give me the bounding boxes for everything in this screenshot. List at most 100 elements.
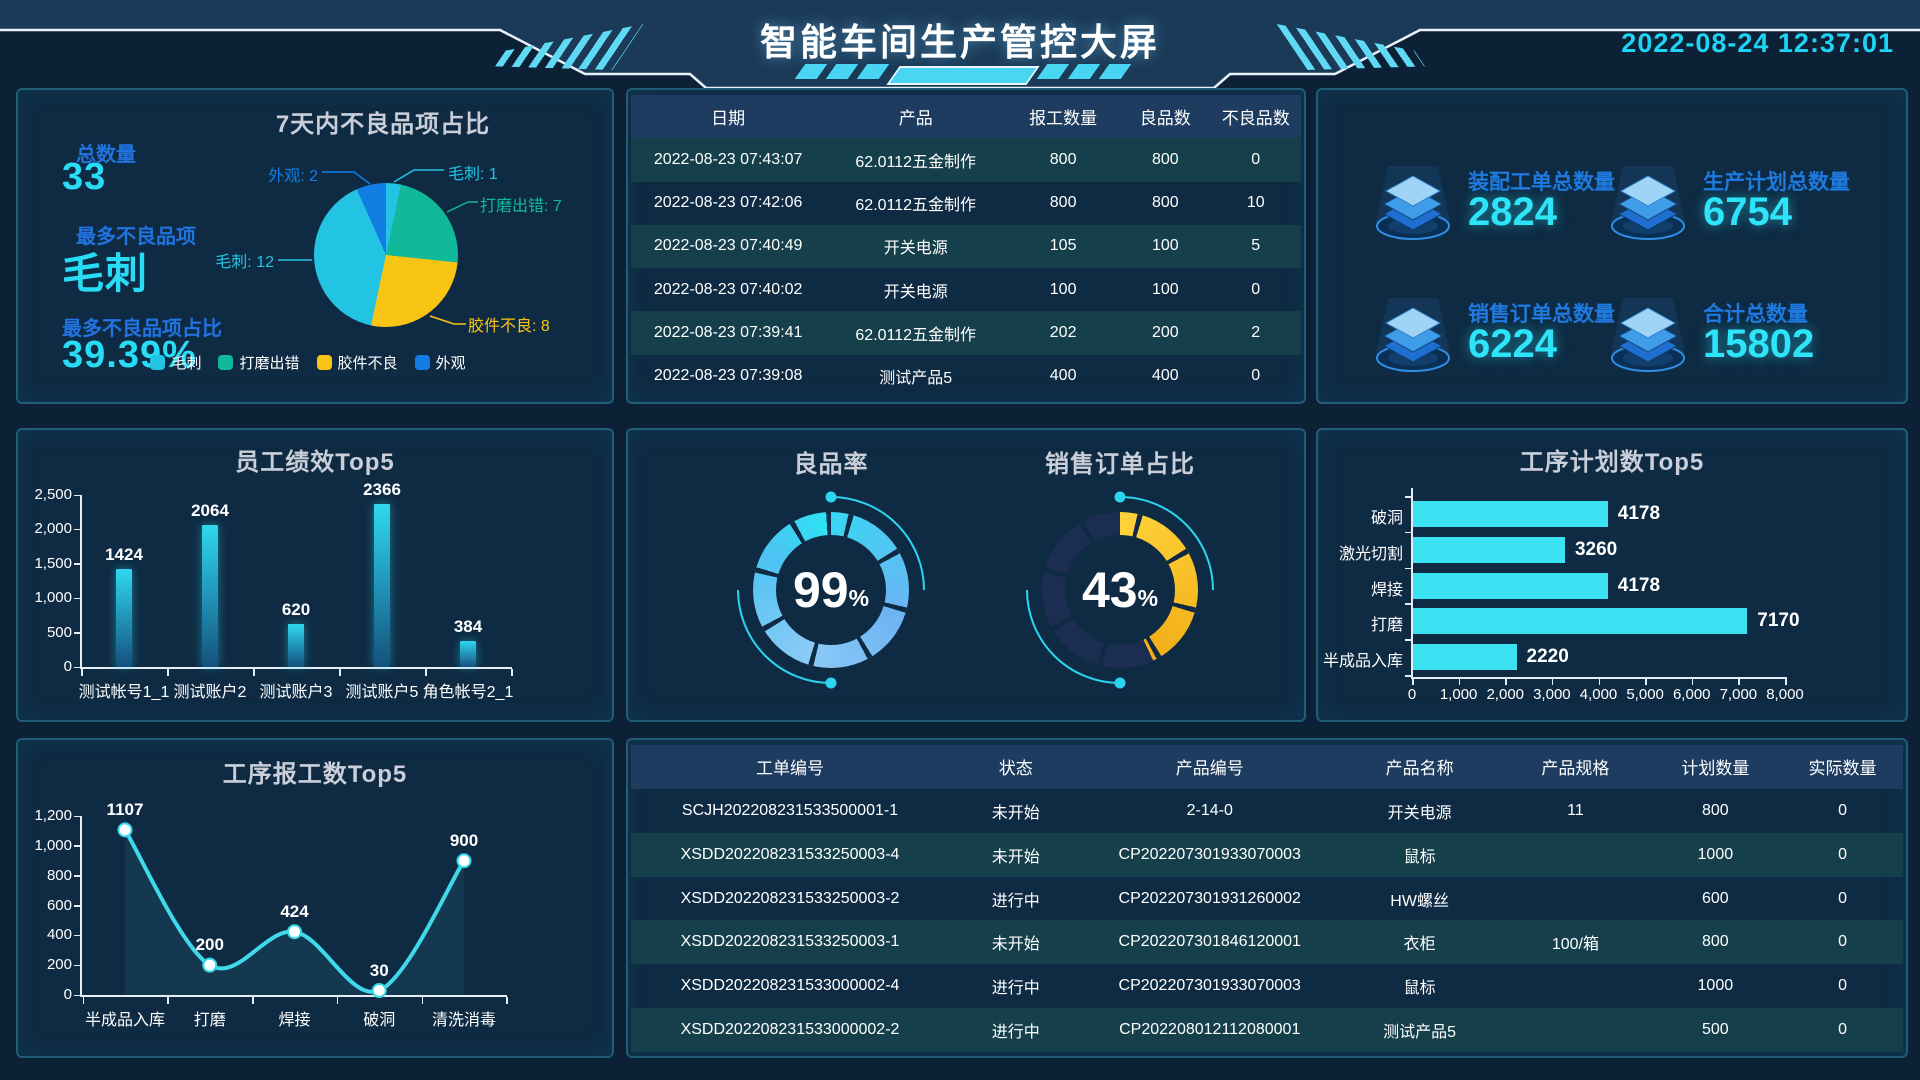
- table-cell: 2-14-0: [1186, 801, 1233, 819]
- totals-panel: 装配工单总数量 2824 生产计划总数量 6754 销售订单总数量 6224: [1316, 88, 1908, 404]
- table-row: 2022-08-23 07:39:08 测试产品5 400 400 0: [631, 355, 1301, 398]
- table-cell: 62.0112五金制作: [855, 197, 977, 215]
- total-count-value: 33: [62, 156, 107, 198]
- legend-item: 打磨出错: [218, 352, 300, 373]
- column-header: 良品数: [1139, 109, 1191, 129]
- table-row: XSDD202208231533000002-4 进行中 CP20220730193…: [631, 964, 1903, 1008]
- stacked-layers-icon: [1376, 166, 1450, 240]
- x-tick: [82, 997, 85, 1004]
- y-category-label: 激光切割: [1338, 545, 1403, 563]
- defect-pie-panel: 7天内不良品项占比 总数量 33 最多不良品项 毛刺 最多不良品项占比 39.3…: [16, 88, 614, 404]
- table-cell: 800: [1049, 150, 1077, 168]
- table-cell: 100: [1151, 237, 1179, 255]
- plan-panel: 工序计划数Top5 0 1,000 2,000 3,000 4,000 5,000 6,00…: [1316, 428, 1908, 722]
- table-cell: CP202208012112080001: [1119, 1021, 1301, 1039]
- pie-callout-line: [429, 315, 466, 325]
- table-cell: XSDD202208231533000002-4: [680, 977, 900, 995]
- x-tick-label: 5,000: [1626, 686, 1664, 703]
- table-cell: 2022-08-23 07:43:07: [653, 150, 803, 168]
- x-category-label: 测试账户3: [259, 684, 333, 701]
- table-cell: 10: [1246, 194, 1265, 212]
- table-row: XSDD202208231533000002-2 进行中 CP20220801211…: [631, 1008, 1903, 1053]
- table-cell: CP202207301931260002: [1118, 889, 1301, 907]
- y-tick-label: 800: [46, 866, 72, 884]
- table-header-row: 日期 产品 报工数量 良品数 不良品数: [631, 95, 1301, 139]
- y-tick: [1405, 675, 1411, 677]
- legend-label: 外观: [435, 355, 466, 372]
- sales-gauge-title: 销售订单占比: [1045, 451, 1195, 478]
- table-cell: 未开始: [991, 936, 1040, 954]
- y-tick-label: 600: [46, 896, 72, 914]
- column-header: 实际数量: [1808, 759, 1877, 779]
- table-cell: 100/箱: [1551, 936, 1599, 954]
- y-tick-label: 2,500: [34, 486, 72, 503]
- column-header: 工单编号: [756, 759, 824, 779]
- bar-value-label: 1424: [105, 545, 143, 565]
- y-tick-label: 1,000: [34, 589, 72, 607]
- total-count-label: 总数量: [76, 144, 136, 166]
- table-cell: 400: [1049, 367, 1077, 385]
- table-cell: 62.0112五金制作: [855, 153, 977, 171]
- top-defect-ratio-value: 39.39%: [62, 334, 197, 376]
- x-tick: [1551, 679, 1554, 685]
- table-cell: CP202207301933070003: [1118, 845, 1301, 863]
- x-category-label: 测试账户5: [345, 684, 419, 701]
- x-axis: [80, 667, 512, 669]
- gauge-center: 99 %: [776, 535, 886, 645]
- gauge-center: 43 %: [1065, 535, 1175, 645]
- table-cell: SCJH202208231533500001-1: [681, 801, 899, 819]
- production-plan-label: 生产计划总数量: [1703, 171, 1850, 194]
- table-header-row: 工单编号 状态 产品编号 产品名称 产品规格 计划数量 实际数量: [631, 745, 1903, 789]
- x-tick: [336, 997, 339, 1004]
- table-cell: 2022-08-23 07:40:02: [653, 280, 803, 298]
- table-cell: 进行中: [991, 1024, 1040, 1042]
- report-table-panel: 日期 产品 报工数量 良品数 不良品数 2022-08-23 07:43:07 62.011…: [626, 88, 1306, 404]
- legend-item: 外观: [414, 352, 466, 373]
- sales-unit: %: [1137, 584, 1159, 611]
- y-tick-label: 0: [63, 986, 72, 1003]
- legend-label: 毛刺: [171, 355, 202, 372]
- bar-value-label: 4178: [1617, 503, 1661, 524]
- column-header: 状态: [998, 759, 1033, 779]
- table-cell: XSDD202208231533250003-2: [680, 889, 900, 907]
- y-tick: [74, 875, 80, 877]
- x-tick: [1458, 679, 1461, 685]
- y-tick: [74, 632, 80, 634]
- pie-callout-line: [446, 201, 478, 213]
- bar-value-label: 2366: [363, 480, 401, 500]
- x-category-label: 半成品入库: [84, 1012, 165, 1029]
- table-cell: 5: [1251, 237, 1261, 255]
- performance-panel: 员工绩效Top5 0 500 1,000 1,500 2,000 2,500 1424 测试帐…: [16, 428, 614, 722]
- bar: [1413, 501, 1608, 527]
- legend-label: 胶件不良: [337, 355, 398, 372]
- sales-gauge: 43 %: [1042, 512, 1198, 668]
- data-point-marker: [287, 924, 302, 940]
- header: 智能车间生产管控大屏 2022-08-24 12:37:01: [0, 0, 1920, 88]
- table-cell: 0: [1251, 280, 1261, 298]
- production-plan-value: 6754: [1703, 190, 1792, 234]
- table-cell: 鼠标: [1403, 848, 1436, 866]
- y-axis: [80, 495, 82, 669]
- table-cell: 2022-08-23 07:42:06: [653, 194, 803, 212]
- table-row: XSDD202208231533250003-1 未开始 CP20220730184…: [631, 920, 1903, 965]
- bar: [288, 624, 304, 667]
- table-row: XSDD202208231533250003-2 进行中 CP20220730193…: [631, 877, 1903, 921]
- x-tick: [253, 669, 255, 676]
- column-header: 产品规格: [1541, 759, 1610, 779]
- table-cell: 800: [1151, 150, 1179, 168]
- x-tick: [506, 997, 508, 1004]
- table-cell: 0: [1838, 845, 1847, 863]
- y-tick-label: 1,000: [34, 836, 72, 854]
- x-tick: [1645, 679, 1647, 685]
- x-tick-label: 4,000: [1579, 686, 1618, 703]
- x-tick: [1785, 679, 1787, 685]
- y-tick: [74, 905, 80, 907]
- stacked-layers-icon: [1611, 298, 1685, 372]
- y-tick: [74, 994, 80, 996]
- table-cell: 100: [1151, 280, 1179, 298]
- x-category-label: 焊接: [278, 1012, 311, 1029]
- x-tick: [167, 669, 169, 676]
- pie-callout-line: [322, 171, 371, 185]
- x-tick: [1412, 679, 1414, 685]
